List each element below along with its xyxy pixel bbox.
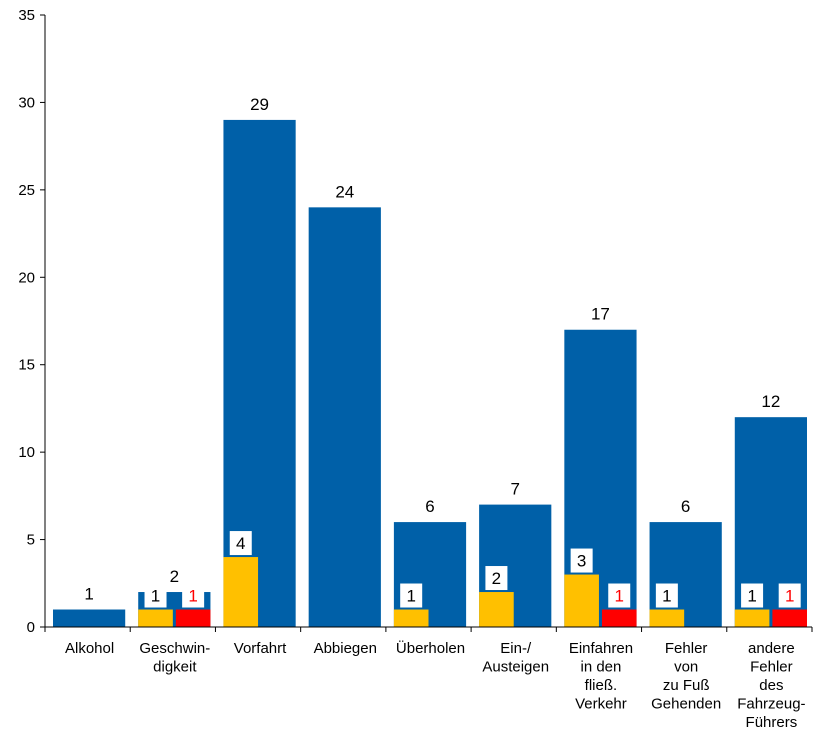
bar-sub-yellow — [393, 609, 429, 627]
bar-sub-yellow — [564, 574, 599, 627]
y-axis: 0 5 10 15 20 25 30 35 — [18, 7, 46, 636]
y-tick-label: 25 — [18, 182, 35, 199]
value-label-yellow-box — [229, 531, 252, 556]
value-label-red: 1 — [785, 587, 794, 606]
value-label-yellow-box — [400, 583, 423, 608]
value-label-yellow-box — [144, 583, 167, 608]
category-label: Geschwin-digkeit — [139, 640, 210, 676]
bar-sub-red — [175, 609, 211, 627]
value-label-red: 1 — [615, 587, 624, 606]
y-tick-label: 5 — [27, 532, 35, 549]
value-label-yellow-box — [570, 548, 593, 573]
bar-sub-yellow — [649, 609, 685, 627]
bar-sub-red — [601, 609, 637, 627]
value-label-total: 12 — [761, 392, 780, 411]
value-label-red-box — [608, 583, 631, 608]
value-label-total: 7 — [510, 480, 519, 499]
y-tick-label: 20 — [18, 269, 35, 286]
bar-sub-red — [772, 609, 807, 627]
bar-total — [308, 207, 381, 628]
bar-total — [53, 609, 126, 627]
value-label-red-box — [778, 583, 801, 608]
bar-sub-yellow — [734, 609, 770, 627]
y-tick-label: 35 — [18, 7, 35, 24]
value-label-total: 1 — [84, 585, 93, 604]
category-label: Einfahren in den fließ. Verkehr — [569, 640, 633, 713]
value-label-total: 17 — [591, 305, 610, 324]
value-label-total: 2 — [170, 567, 179, 586]
category-label: Abbiegen — [314, 640, 377, 657]
value-label-yellow: 4 — [236, 534, 245, 553]
value-label-red: 1 — [188, 587, 197, 606]
value-label-yellow: 2 — [492, 569, 501, 588]
y-tick-label: 0 — [27, 619, 35, 636]
y-tick-label: 30 — [18, 94, 35, 111]
y-tick-label: 15 — [18, 357, 35, 374]
value-label-yellow-box — [741, 583, 764, 608]
value-label-yellow: 1 — [747, 587, 756, 606]
value-label-total: 29 — [250, 95, 269, 114]
value-label-total: 6 — [425, 497, 434, 516]
category-label: Alkohol — [65, 640, 114, 657]
value-label-yellow-box — [485, 566, 508, 591]
value-label-total: 6 — [681, 497, 690, 516]
value-label-yellow-box — [655, 583, 678, 608]
value-label-yellow: 1 — [151, 587, 160, 606]
y-tick-label: 10 — [18, 444, 35, 461]
value-label-red-box — [182, 583, 205, 608]
bar-sub-yellow — [223, 557, 259, 627]
category-label: Fehler von zu Fuß Gehenden — [651, 640, 721, 713]
category-label: andere Fehler des Fahrzeug-Führers — [737, 640, 805, 731]
category-label: Ein-/Austeigen — [482, 640, 549, 676]
x-axis: Alkohol Geschwin-digkeit Vorfahrt Abbiegen Ü… — [44, 626, 813, 731]
value-label-total: 24 — [335, 182, 354, 201]
category-label: Überholen — [396, 639, 465, 657]
value-label-yellow: 3 — [577, 552, 586, 571]
value-label-yellow: 1 — [662, 587, 671, 606]
category-label: Vorfahrt — [234, 640, 287, 657]
value-label-yellow: 1 — [406, 587, 415, 606]
bar-sub-yellow — [479, 592, 514, 627]
bars — [53, 119, 807, 628]
bar-sub-yellow — [138, 609, 173, 627]
